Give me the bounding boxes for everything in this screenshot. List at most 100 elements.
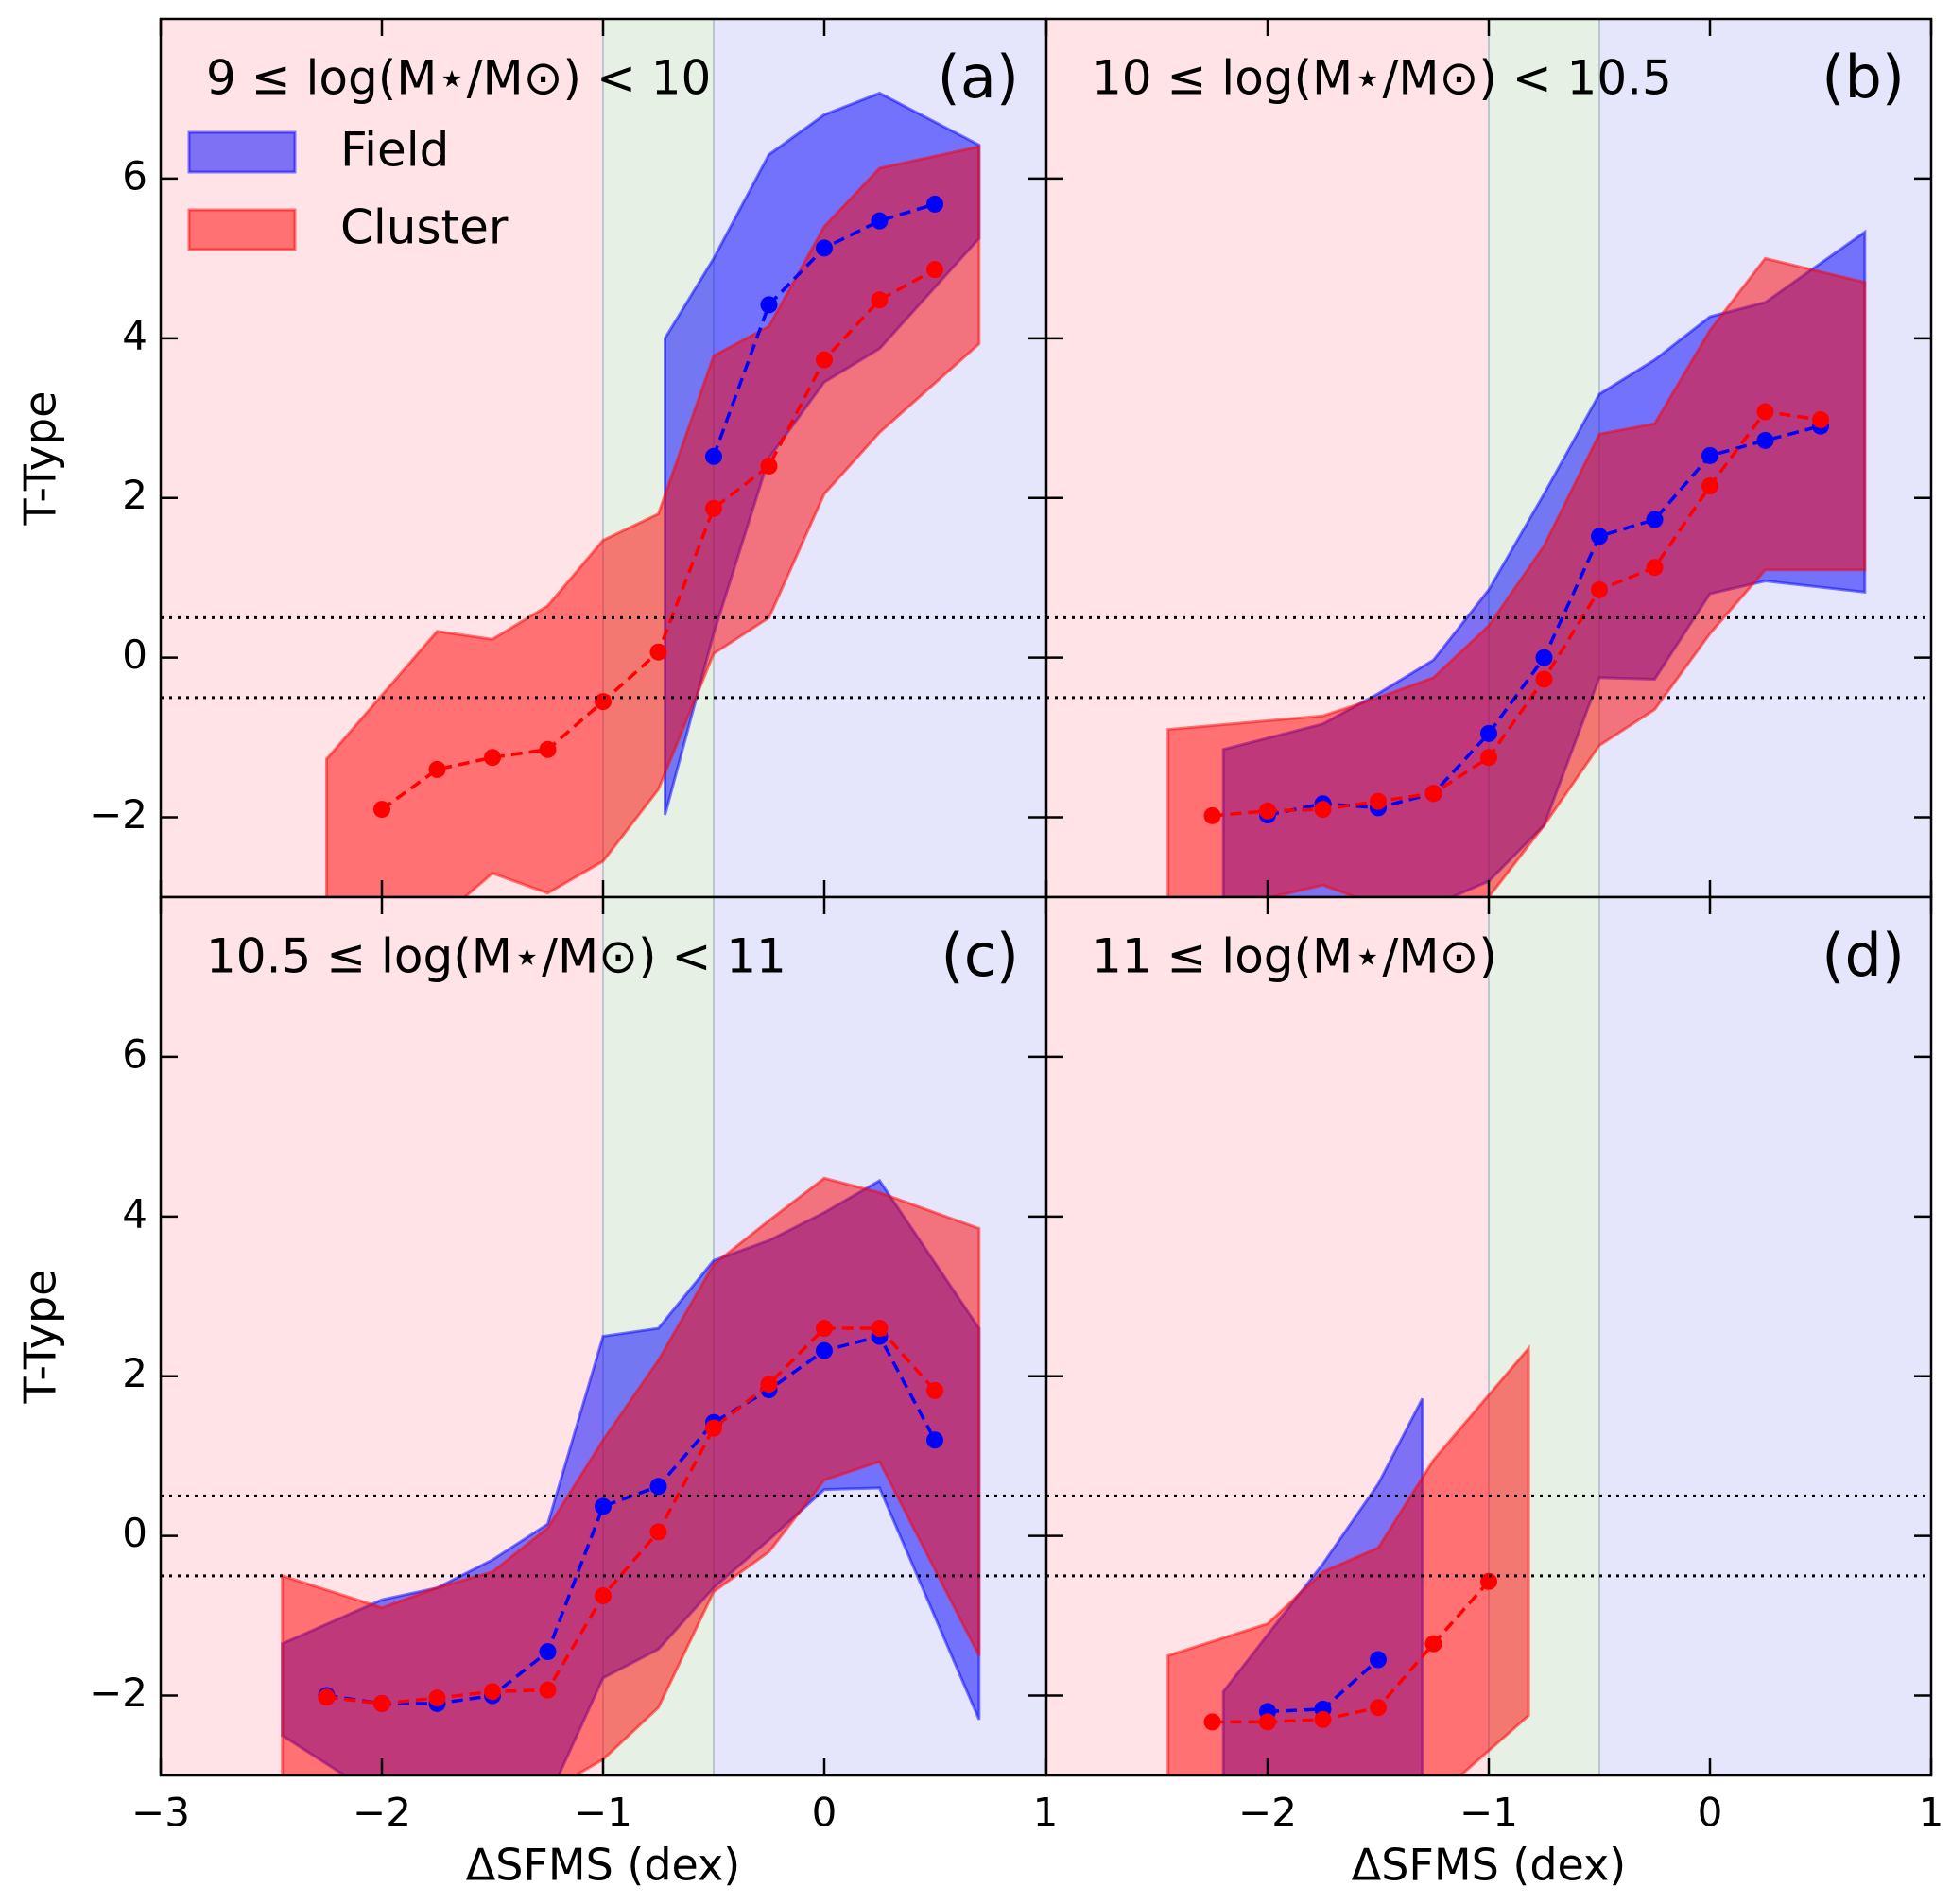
y-tick-label: 6 xyxy=(122,1030,147,1077)
median-point xyxy=(1535,649,1553,666)
median-point xyxy=(816,239,833,257)
panel-label: (d) xyxy=(1822,921,1905,990)
x-tick-label: −2 xyxy=(353,1790,411,1836)
panel-label: (b) xyxy=(1822,43,1905,112)
median-point xyxy=(816,1320,833,1338)
median-point xyxy=(816,1341,833,1359)
y-tick-label: −2 xyxy=(89,1670,147,1716)
x-tick-label: 0 xyxy=(1698,1790,1723,1836)
median-point xyxy=(705,447,722,465)
median-point xyxy=(1203,1713,1221,1731)
median-point xyxy=(1756,431,1774,449)
y-tick-label: 4 xyxy=(122,312,147,358)
median-point xyxy=(649,1523,667,1541)
x-tick-label: −3 xyxy=(131,1790,190,1836)
band xyxy=(1166,1344,1530,1775)
x-tick-label: 1 xyxy=(1033,1790,1059,1836)
median-point xyxy=(595,693,612,711)
y-tick-label: −2 xyxy=(89,791,147,838)
median-point xyxy=(1480,749,1497,767)
legend-label: Cluster xyxy=(340,200,509,255)
x-tick-label: −1 xyxy=(1459,1790,1518,1836)
median-point xyxy=(1370,792,1387,810)
panel-title: 9 ≤ log(M⋆/M⊙) < 10 xyxy=(206,51,711,106)
band xyxy=(281,1176,981,1775)
panel xyxy=(161,897,1045,1775)
panel-title: 11 ≤ log(M⋆/M⊙) xyxy=(1092,929,1497,984)
median-point xyxy=(926,261,943,279)
median-point xyxy=(1480,724,1497,742)
median-point xyxy=(1812,410,1829,428)
median-point xyxy=(1370,1699,1387,1717)
median-point xyxy=(428,760,446,778)
median-point xyxy=(373,1694,390,1712)
median-point xyxy=(595,1586,612,1604)
median-point xyxy=(926,1381,943,1399)
x-axis-label: ΔSFMS (dex) xyxy=(466,1840,740,1891)
y-tick-label: 2 xyxy=(122,1350,147,1396)
x-axis-label: ΔSFMS (dex) xyxy=(1352,1840,1626,1891)
median-point xyxy=(539,740,557,758)
median-point xyxy=(1203,806,1221,824)
y-axis-label: T-Type xyxy=(15,1270,66,1405)
median-point xyxy=(428,1689,446,1707)
median-point xyxy=(1535,670,1553,688)
median-point xyxy=(484,1683,501,1701)
median-point xyxy=(871,291,889,309)
median-point xyxy=(760,296,778,314)
x-tick-label: −2 xyxy=(1238,1790,1297,1836)
median-point xyxy=(1259,1713,1276,1731)
median-point xyxy=(1259,802,1276,820)
median-point xyxy=(539,1643,557,1661)
median-point xyxy=(373,801,390,819)
median-point xyxy=(705,499,722,517)
panel xyxy=(1046,19,1931,897)
legend-label: Field xyxy=(340,123,449,178)
y-tick-label: 0 xyxy=(122,1510,147,1556)
median-point xyxy=(926,195,943,213)
x-tick-label: −1 xyxy=(574,1790,632,1836)
panel-label: (a) xyxy=(938,43,1019,112)
panel-title: 10 ≤ log(M⋆/M⊙) < 10.5 xyxy=(1092,51,1672,106)
median-line xyxy=(326,1326,937,1705)
median-point xyxy=(1424,785,1442,803)
median-point xyxy=(1701,477,1718,495)
x-tick-label: 1 xyxy=(1919,1790,1944,1836)
median-point xyxy=(484,749,501,767)
band xyxy=(325,145,981,897)
panel xyxy=(161,19,1045,897)
median-point xyxy=(871,212,889,230)
median-point xyxy=(926,1431,943,1449)
median-point xyxy=(649,643,667,661)
band xyxy=(1166,256,1867,897)
median-point xyxy=(1646,559,1664,577)
median-point xyxy=(1646,511,1664,528)
median-point xyxy=(318,1688,336,1706)
median-point xyxy=(705,1419,722,1437)
y-axis-label: T-Type xyxy=(15,391,66,527)
median-point xyxy=(760,1376,778,1393)
y-tick-label: 0 xyxy=(122,632,147,678)
legend-swatch xyxy=(187,130,297,174)
panel xyxy=(1046,897,1931,1775)
x-tick-label: 0 xyxy=(812,1790,837,1836)
median-point xyxy=(760,457,778,475)
median-point xyxy=(1314,1710,1332,1728)
median-point xyxy=(1701,446,1718,464)
y-tick-label: 6 xyxy=(122,152,147,199)
median-point xyxy=(1591,528,1608,545)
median-point xyxy=(1591,580,1608,598)
median-point xyxy=(595,1497,612,1515)
median-point xyxy=(816,351,833,369)
median-point xyxy=(539,1681,557,1699)
median-point xyxy=(1370,1651,1387,1669)
shaded-region xyxy=(1599,897,1931,1775)
median-point xyxy=(1424,1635,1442,1653)
median-point xyxy=(871,1320,889,1338)
median-point xyxy=(1480,1572,1497,1590)
median-point xyxy=(1756,403,1774,421)
panel-label: (c) xyxy=(941,921,1019,990)
y-tick-label: 2 xyxy=(122,472,147,518)
y-tick-label: 4 xyxy=(122,1190,147,1237)
